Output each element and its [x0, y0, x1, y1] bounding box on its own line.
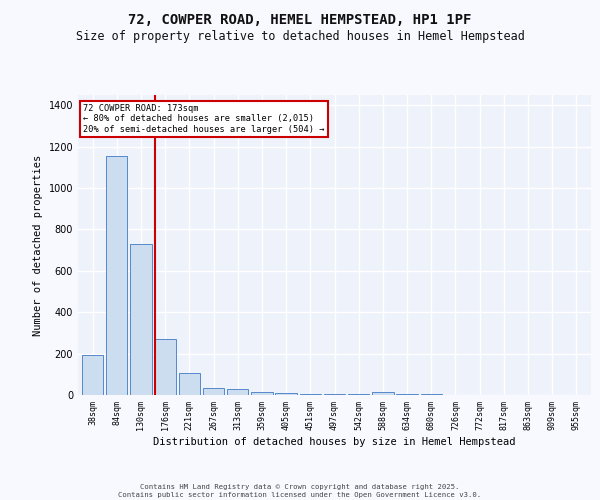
Bar [82, 354, 103, 395]
Bar [324, 394, 345, 395]
Bar [275, 393, 297, 395]
Text: 72, COWPER ROAD, HEMEL HEMPSTEAD, HP1 1PF: 72, COWPER ROAD, HEMEL HEMPSTEAD, HP1 1P… [128, 12, 472, 26]
Bar [154, 339, 176, 395]
Bar [348, 394, 370, 395]
Text: Size of property relative to detached houses in Hemel Hempstead: Size of property relative to detached ho… [76, 30, 524, 43]
Bar [299, 394, 321, 395]
Bar [372, 392, 394, 395]
Text: Contains HM Land Registry data © Crown copyright and database right 2025.
Contai: Contains HM Land Registry data © Crown c… [118, 484, 482, 498]
Y-axis label: Number of detached properties: Number of detached properties [33, 154, 43, 336]
Bar [203, 388, 224, 395]
Bar [227, 389, 248, 395]
Text: 72 COWPER ROAD: 173sqm
← 80% of detached houses are smaller (2,015)
20% of semi-: 72 COWPER ROAD: 173sqm ← 80% of detached… [83, 104, 325, 134]
Bar [179, 374, 200, 395]
X-axis label: Distribution of detached houses by size in Hemel Hempstead: Distribution of detached houses by size … [153, 437, 516, 447]
Bar [130, 244, 152, 395]
Bar [421, 394, 442, 395]
Bar [397, 394, 418, 395]
Bar [106, 156, 127, 395]
Bar [251, 392, 272, 395]
